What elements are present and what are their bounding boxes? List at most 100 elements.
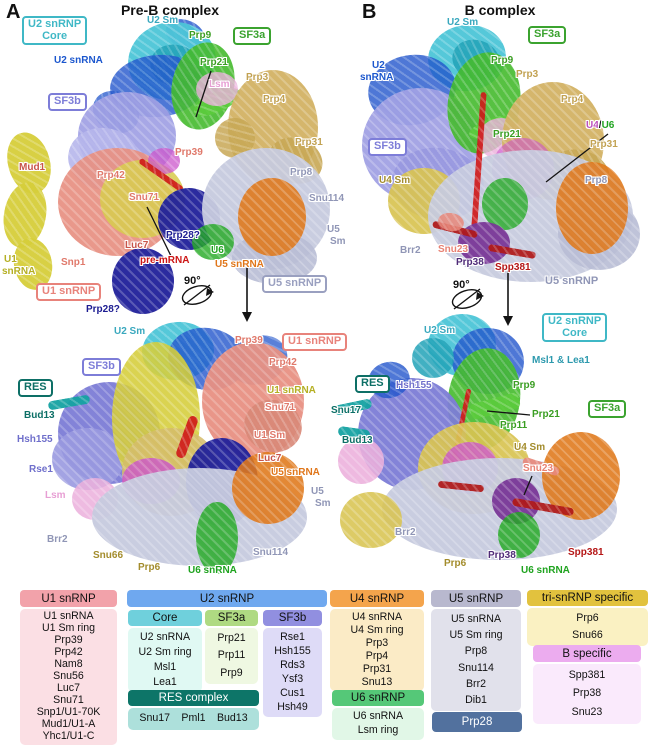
structure-label: U5 snRNA xyxy=(271,467,320,478)
boxed-label: U2 snRNP Core xyxy=(542,313,608,343)
structure-label: Prp8 xyxy=(585,175,608,186)
legend-item: Cus1 xyxy=(280,687,305,700)
molecule-blob xyxy=(498,512,540,558)
legend-item: Prp21 xyxy=(217,632,246,645)
structure-label: Snp1 xyxy=(61,257,86,268)
legend-item: Prp3 xyxy=(365,636,389,649)
legend-item: Snu66 xyxy=(572,628,603,641)
structure-label: U1 snRNA xyxy=(267,385,316,396)
legend-item: Prp6 xyxy=(576,611,599,624)
structure-label: pre-mRNA xyxy=(140,255,190,266)
structure-label: Prp39 xyxy=(235,335,263,346)
legend-item: Snu23 xyxy=(571,706,603,719)
down-arrow-head-a xyxy=(242,312,252,322)
legend-item: Snu56 xyxy=(53,670,84,683)
boxed-label: RES xyxy=(355,375,390,393)
structure-label: Prp4 xyxy=(263,94,286,105)
structure-label: Prp39 xyxy=(175,147,203,158)
boxed-label: U1 snRNP xyxy=(36,283,102,301)
structure-label: U2 Sm xyxy=(147,15,179,26)
legend-item: Pml1 xyxy=(181,712,206,725)
structure-label: Prp38 xyxy=(456,257,484,268)
legend-res-items: Snu17 Pml1 Bud13 xyxy=(128,708,259,730)
structure-label: Prp6 xyxy=(444,558,467,569)
structure-label: U6 snRNA xyxy=(521,565,570,576)
structure-label: Hsh155 xyxy=(396,380,432,391)
panel-letter-b: B xyxy=(362,1,377,23)
structure-label: Bud13 xyxy=(342,435,373,446)
structure-label: U2 Sm xyxy=(424,325,456,336)
structure-label-part: U4 xyxy=(586,120,599,131)
structure-label: U5 snRNA xyxy=(215,259,264,270)
legend-item: Prp8 xyxy=(464,645,488,658)
molecule-blob xyxy=(338,438,384,484)
legend-u1-header: U1 snRNP xyxy=(20,590,117,607)
legend-tri-header: tri-snRNP specific xyxy=(527,590,648,606)
legend-item: Dib1 xyxy=(465,694,487,707)
structure-label: Spp381 xyxy=(568,547,604,558)
legend-u1-items: U1 snRNA U1 Sm ring Prp39 Prp42 Nam8 Snu56 Luc… xyxy=(20,609,117,745)
legend-item: Prp9 xyxy=(220,666,243,679)
structure-label: Snu114 xyxy=(309,193,345,204)
legend-u5-header: U5 snRNP xyxy=(431,590,521,607)
structure-label: Prp42 xyxy=(269,357,297,368)
legend-item: Mud1/U1-A xyxy=(41,718,96,731)
legend-item: Snu71 xyxy=(53,694,84,707)
structure-label: Prp28? xyxy=(86,304,120,315)
legend-sf3a-header: SF3a xyxy=(205,610,258,626)
legend-item: Prp31 xyxy=(362,662,392,675)
legend-item: Prp39 xyxy=(54,634,83,647)
structure-label: U2 xyxy=(372,60,385,71)
structure-label: U2 snRNA xyxy=(54,55,103,66)
structure-label: snRNA xyxy=(2,266,36,277)
boxed-label: SF3a xyxy=(233,27,272,45)
legend-u6-items: U6 snRNA Lsm ring xyxy=(332,708,424,740)
legend-item: U6 snRNA xyxy=(352,710,404,723)
structure-label: Snu23 xyxy=(523,463,554,474)
legend-item: Yhc1/U1-C xyxy=(42,730,95,743)
structure-label: Spp381 xyxy=(495,262,531,273)
boxed-label: U5 snRNP xyxy=(262,275,328,293)
legend-item: Snp1/U1-70K xyxy=(36,706,101,719)
structure-label: Prp3 xyxy=(246,72,269,83)
molecule-blob xyxy=(482,178,528,230)
structure-label: Snu23 xyxy=(438,244,469,255)
structure-label: Prp9 xyxy=(513,380,536,391)
structure-label: Snu66 xyxy=(93,550,124,561)
rotation-angle-b: 90° xyxy=(453,279,470,291)
legend-item: U4 Sm ring xyxy=(350,623,404,636)
structure-label: Prp4 xyxy=(561,94,584,105)
legend-item: Rse1 xyxy=(280,630,305,643)
structure-label: Prp9 xyxy=(189,30,212,41)
boxed-label: SF3b xyxy=(82,358,121,376)
boxed-label: U1 snRNP xyxy=(282,333,348,351)
structure-label: Snu71 xyxy=(265,402,296,413)
panel-title-a: Pre-B complex xyxy=(120,2,220,18)
structure-label: Prp38 xyxy=(488,550,516,561)
structure-label: U5 xyxy=(311,486,324,497)
structure-label: Luc7 xyxy=(258,453,282,464)
structure-label: Prp31 xyxy=(295,137,323,148)
legend-u4-items: U4 snRNA U4 Sm ring Prp3 Prp4 Prp31 Snu13 xyxy=(330,609,424,691)
legend-item: Spp381 xyxy=(568,668,606,681)
structure-label: Snu114 xyxy=(253,547,289,558)
structure-label: Luc7 xyxy=(125,240,149,251)
legend-sf3b-items: Rse1 Hsh155 Rds3 Ysf3 Cus1 Hsh49 xyxy=(263,628,322,717)
boxed-label: RES xyxy=(18,379,53,397)
structure-label-part: / xyxy=(598,120,602,131)
structure-label: U6 xyxy=(211,245,224,256)
legend-sf3b-header: SF3b xyxy=(263,610,322,626)
structure-label: Prp11 xyxy=(500,420,528,431)
legend-u2-core-header: Core xyxy=(128,610,202,626)
structure-label: Sm xyxy=(315,498,331,509)
structure-label: U5 snRNP xyxy=(545,275,599,287)
structure-label: U4 Sm xyxy=(514,442,546,453)
legend-item: U5 snRNA xyxy=(450,612,502,625)
legend-item: Prp11 xyxy=(217,649,246,662)
structure-label: U2 Sm xyxy=(447,17,479,28)
legend-u5-items: U5 snRNA U5 Sm ring Prp8 Snu114 Brr2 Dib1 xyxy=(431,609,521,711)
molecule-blob xyxy=(340,492,402,548)
legend-item: Nam8 xyxy=(54,658,83,671)
legend-item: U1 snRNA xyxy=(43,610,94,623)
